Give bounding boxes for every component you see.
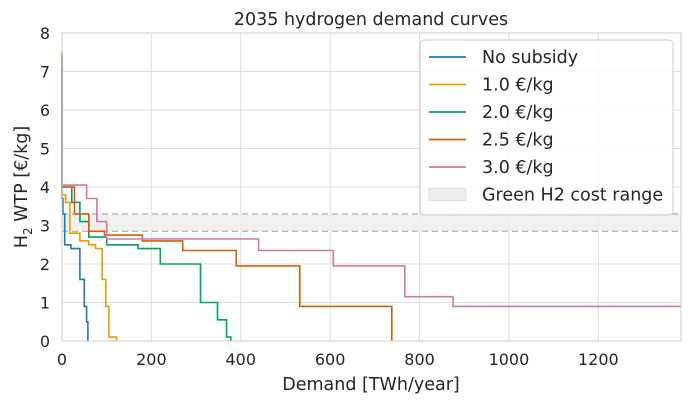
y-axis-label: H2 WTP [€/kg]: [12, 126, 35, 248]
x-tick-label: 800: [404, 350, 435, 369]
y-axis-label-main: H: [12, 235, 32, 248]
legend: No subsidy 1.0 €/kg 2.0 €/kg 2.5 €/kg 3.0 €/…: [419, 39, 674, 216]
y-tick-label: 1: [40, 294, 50, 313]
chart-title: 2035 hydrogen demand curves: [234, 10, 508, 30]
legend-label-0: No subsidy: [482, 48, 578, 68]
x-axis-label: Demand [TWh/year]: [282, 375, 459, 395]
y-tick-label: 0: [40, 332, 50, 351]
y-tick-label: 5: [40, 140, 50, 159]
series-line-2: [61, 56, 232, 341]
legend-label-band: Green H2 cost range: [482, 186, 663, 206]
series-line-1: [61, 56, 118, 341]
series-line-4: [61, 58, 681, 308]
series-line-0: [61, 59, 89, 341]
y-tick-label: 8: [40, 24, 50, 43]
y-tick-label: 4: [40, 178, 50, 197]
series-line-3: [61, 52, 393, 341]
y-tick-label: 2: [40, 255, 50, 274]
legend-label-2: 2.0 €/kg: [482, 103, 554, 123]
plot-frame: [61, 32, 682, 342]
y-axis-label-subscript: 2: [21, 227, 35, 235]
y-axis-label-units: WTP [€/kg]: [12, 126, 32, 228]
legend-label-1: 1.0 €/kg: [482, 76, 554, 96]
legend-label-4: 3.0 €/kg: [482, 158, 554, 178]
y-tick-label: 7: [40, 63, 50, 82]
x-tick-label: 1000: [489, 350, 530, 369]
x-tick-label: 1200: [578, 350, 619, 369]
x-tick-label: 600: [315, 350, 346, 369]
legend-swatch-band: [428, 188, 467, 201]
x-tick-label: 400: [225, 350, 256, 369]
x-tick-label: 200: [136, 350, 167, 369]
legend-label-3: 2.5 €/kg: [482, 131, 554, 151]
y-tick-label: 6: [40, 101, 50, 120]
cost-range-band: [62, 213, 681, 232]
legend-box: [419, 39, 674, 216]
y-tick-label: 3: [40, 217, 50, 236]
x-tick-label: 0: [57, 350, 67, 369]
